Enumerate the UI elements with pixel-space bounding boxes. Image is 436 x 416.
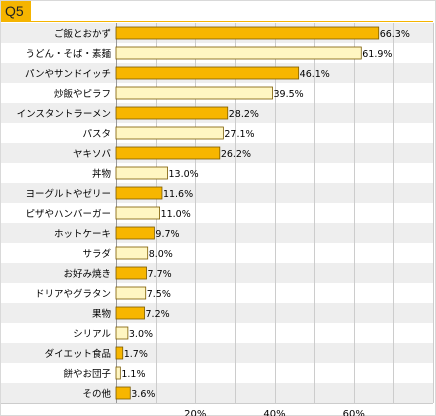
category-label: シリアル bbox=[73, 329, 111, 340]
category-label: ヤキソバ bbox=[73, 149, 112, 160]
x-tick-label: 60% bbox=[343, 409, 365, 416]
row-background bbox=[1, 263, 433, 283]
value-label: 11.6% bbox=[163, 189, 193, 200]
value-label: 8.0% bbox=[149, 249, 173, 260]
category-label: パスタ bbox=[82, 129, 111, 140]
bar bbox=[115, 46, 362, 60]
bar bbox=[115, 246, 149, 260]
category-label: インスタントラーメン bbox=[17, 109, 111, 120]
question-badge: Q5 bbox=[1, 1, 31, 21]
bars bbox=[115, 26, 380, 400]
bar bbox=[115, 146, 221, 160]
category-label: ホットケーキ bbox=[54, 229, 111, 240]
x-tick-label: 20% bbox=[184, 409, 206, 416]
category-label: お好み焼き bbox=[63, 268, 111, 280]
category-label: 餅やお団子 bbox=[63, 368, 111, 380]
row-background bbox=[1, 343, 433, 363]
value-label: 3.6% bbox=[131, 389, 155, 400]
value-label: 28.2% bbox=[229, 109, 259, 120]
value-label: 26.2% bbox=[221, 149, 251, 160]
category-label: ドリアやグラタン bbox=[35, 288, 111, 300]
value-label: 46.1% bbox=[300, 69, 330, 80]
row-background bbox=[1, 383, 433, 403]
x-tick-label: 40% bbox=[263, 409, 285, 416]
bar bbox=[115, 26, 380, 40]
category-label: その他 bbox=[82, 388, 111, 400]
bar bbox=[115, 66, 300, 80]
value-label: 7.7% bbox=[148, 269, 172, 280]
bar bbox=[115, 286, 147, 300]
value-label: 13.0% bbox=[169, 169, 199, 180]
bar bbox=[115, 226, 155, 240]
bar bbox=[115, 186, 163, 200]
value-label: 9.7% bbox=[155, 229, 179, 240]
category-label: サラダ bbox=[82, 248, 111, 260]
category-label: 果物 bbox=[92, 308, 112, 320]
bar bbox=[115, 166, 168, 180]
row-background bbox=[1, 223, 433, 243]
value-label: 27.1% bbox=[224, 129, 254, 140]
question-underline bbox=[1, 21, 433, 22]
bar bbox=[115, 106, 229, 120]
category-labels: ご飯とおかずうどん・そば・素麺パンやサンドイッチ炒飯やピラフインスタントラーメン… bbox=[17, 28, 112, 400]
category-label: ご飯とおかず bbox=[54, 28, 111, 40]
bar bbox=[115, 206, 160, 220]
bar bbox=[115, 326, 129, 340]
value-label: 7.5% bbox=[147, 289, 171, 300]
category-label: うどん・そば・素麺 bbox=[25, 48, 111, 60]
bar bbox=[115, 366, 121, 380]
row-background bbox=[1, 303, 433, 323]
value-labels: 66.3% 61.9% 46.1% 39.5% 28.2% 27.1% 26.2% 13.0%… bbox=[121, 29, 410, 400]
row-background bbox=[1, 183, 433, 203]
bar bbox=[115, 346, 124, 360]
value-label: 1.1% bbox=[121, 369, 145, 380]
category-label: 丼物 bbox=[92, 168, 112, 180]
bar bbox=[115, 386, 131, 400]
x-tick-labels: 20% 40% 60% bbox=[184, 409, 365, 416]
value-label: 3.0% bbox=[129, 329, 153, 340]
bar bbox=[115, 266, 147, 280]
value-label: 11.0% bbox=[161, 209, 191, 220]
value-label: 7.2% bbox=[146, 309, 170, 320]
bar bbox=[115, 126, 224, 140]
value-label: 39.5% bbox=[274, 89, 304, 100]
value-label: 61.9% bbox=[362, 49, 392, 60]
category-label: ヨーグルトやゼリー bbox=[25, 188, 111, 200]
category-label: 炒飯やピラフ bbox=[54, 88, 111, 100]
bar bbox=[115, 306, 145, 320]
value-label: 1.7% bbox=[124, 349, 148, 360]
category-label: パンやサンドイッチ bbox=[25, 69, 111, 80]
category-label: ピザやハンバーガー bbox=[25, 209, 111, 220]
bar bbox=[115, 86, 273, 100]
category-label: ダイエット食品 bbox=[45, 348, 111, 360]
value-label: 66.3% bbox=[380, 29, 410, 40]
